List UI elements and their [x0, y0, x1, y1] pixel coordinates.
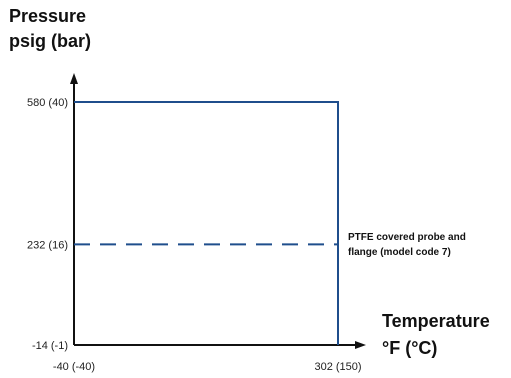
y-axis-label-line-2: psig (bar) [9, 31, 92, 51]
y-axis-label-line-1: Pressure [9, 6, 87, 26]
x-axis-label: Temperature °F (°C) [382, 308, 490, 362]
series-1-line [74, 101, 339, 345]
x-axis-label-line-2: °F (°C) [382, 338, 438, 358]
x-tick-label-2: 302 (150) [314, 361, 361, 373]
y-axis-arrow [70, 73, 78, 84]
x-tick-label-1: -40 (-40) [53, 361, 95, 373]
x-axis-arrow [355, 341, 366, 349]
x-axis-label-line-1: Temperature [382, 311, 490, 331]
y-tick-label-3: -14 (-1) [32, 340, 68, 352]
y-tick-label-1: 580 (40) [27, 97, 68, 109]
y-tick-label-2: 232 (16) [27, 239, 68, 251]
annotation-line-2: flange (model code 7) [348, 247, 451, 258]
y-axis-label: Pressure psig (bar) [9, 4, 91, 54]
annotation-line-1: PTFE covered probe and [348, 232, 466, 243]
ptfe-annotation: PTFE covered probe and flange (model cod… [348, 230, 466, 260]
